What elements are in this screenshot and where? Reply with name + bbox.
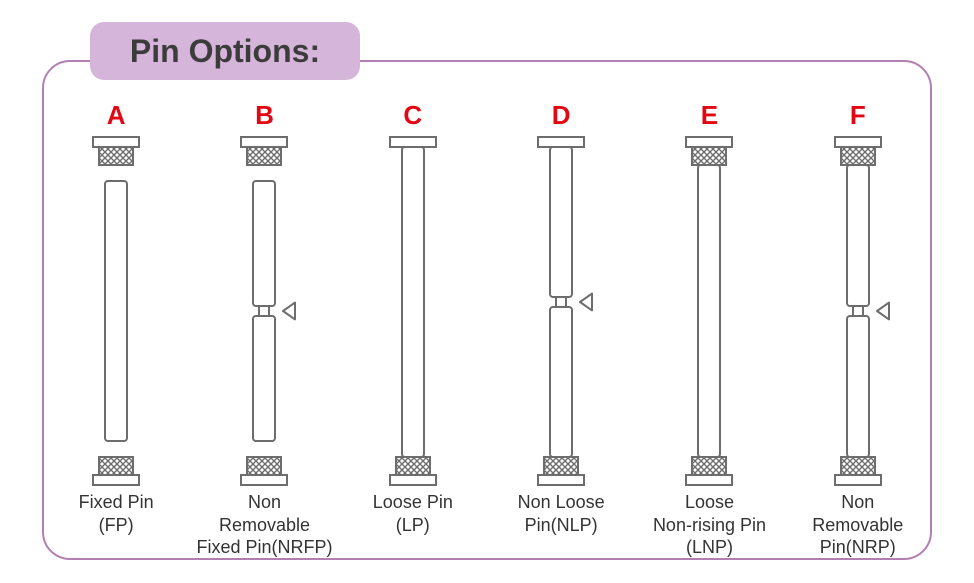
pin-diagram bbox=[363, 131, 463, 491]
pin-option-d: D Non Loose Pin(NLP) bbox=[491, 100, 631, 536]
pin-letter: D bbox=[552, 100, 571, 131]
pin-option-c: C Loose Pin (LP) bbox=[343, 100, 483, 536]
pin-option-b: B Non Removable Fixed Pin(NRFP) bbox=[194, 100, 334, 559]
pin-letter: A bbox=[107, 100, 126, 131]
pin-caption: Non Removable Fixed Pin(NRFP) bbox=[196, 491, 332, 559]
title-text: Pin Options: bbox=[130, 33, 320, 70]
pin-letter: F bbox=[850, 100, 866, 131]
pin-caption: Non Removable Pin(NRP) bbox=[812, 491, 903, 559]
pin-caption: Loose Pin (LP) bbox=[373, 491, 453, 536]
pin-diagram bbox=[511, 131, 611, 491]
pin-letter: E bbox=[701, 100, 718, 131]
pin-diagram bbox=[66, 131, 166, 491]
pin-diagram bbox=[808, 131, 908, 491]
pin-option-e: E Loose Non-rising Pin (LNP) bbox=[639, 100, 779, 559]
pin-letter: B bbox=[255, 100, 274, 131]
pin-caption: Fixed Pin (FP) bbox=[79, 491, 154, 536]
pin-option-a: A Fixed Pin (FP) bbox=[46, 100, 186, 536]
pin-diagram bbox=[659, 131, 759, 491]
pin-caption: Non Loose Pin(NLP) bbox=[518, 491, 605, 536]
pin-diagram bbox=[214, 131, 314, 491]
pins-row: A Fixed Pin (FP)B Non Removable Fixed Pi… bbox=[42, 100, 932, 540]
pin-caption: Loose Non-rising Pin (LNP) bbox=[653, 491, 766, 559]
title-pill: Pin Options: bbox=[90, 22, 360, 80]
pin-option-f: F Non Removable Pin(NRP) bbox=[788, 100, 928, 559]
pin-letter: C bbox=[403, 100, 422, 131]
